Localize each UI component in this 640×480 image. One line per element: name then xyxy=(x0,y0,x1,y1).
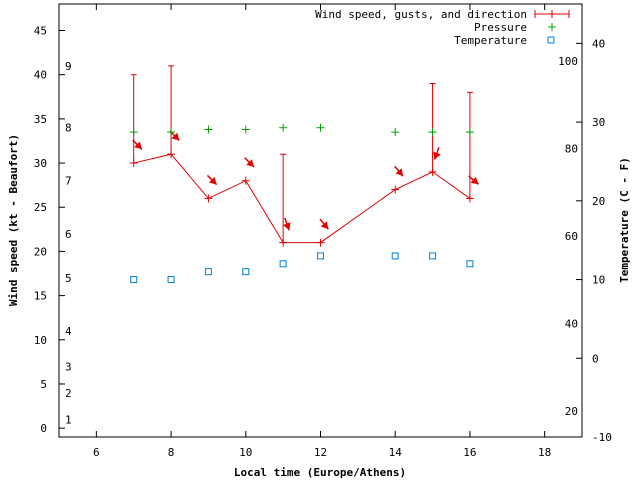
x-axis-label: Local time (Europe/Athens) xyxy=(234,466,406,479)
fahrenheit-tick-label: 100 xyxy=(558,55,578,68)
y-tick-label: 10 xyxy=(34,334,47,347)
wind-direction-arrow-head xyxy=(134,141,142,150)
wind-direction-arrow-head xyxy=(246,159,255,167)
y2-tick-label: 30 xyxy=(592,116,605,129)
y2-tick-label: 20 xyxy=(592,195,605,208)
wind-direction-arrow-head xyxy=(283,222,291,231)
beaufort-tick-label: 1 xyxy=(65,413,72,426)
legend-swatch-wind xyxy=(534,10,570,18)
temperature-point xyxy=(317,252,324,260)
beaufort-tick-label: 5 xyxy=(65,272,72,285)
wind-direction-arrow-head xyxy=(470,176,479,185)
legend: Wind speed, gusts, and direction Pressur… xyxy=(315,8,570,47)
ticks-layer: 6 8 10 12 14 16 18051015202530354045-100102030… xyxy=(34,4,612,459)
wind-direction-arrow-head xyxy=(171,132,180,141)
wind-direction-arrow-head xyxy=(395,168,404,177)
temperature-point xyxy=(391,252,399,260)
beaufort-tick-label: 6 xyxy=(65,228,72,241)
y2-tick-label: 0 xyxy=(592,352,599,365)
y-tick-label: 25 xyxy=(34,201,47,214)
y-tick-label: 35 xyxy=(34,113,47,126)
legend-label-temperature: Temperature xyxy=(454,34,527,47)
x-tick-label: 10 xyxy=(239,446,252,459)
legend-label-wind: Wind speed, gusts, and direction xyxy=(315,8,527,21)
wind-direction-arrow-head xyxy=(320,221,329,230)
beaufort-tick-label: 8 xyxy=(65,122,72,135)
temperature-point xyxy=(167,276,175,284)
wind-direction-arrow-head xyxy=(433,151,441,160)
wind-direction-arrow-head xyxy=(208,176,217,185)
x-tick-label: 12 xyxy=(314,446,327,459)
legend-swatch-pressure xyxy=(548,23,556,31)
y-tick-label: 0 xyxy=(40,422,47,435)
y-tick-label: 5 xyxy=(40,378,47,391)
legend-label-pressure: Pressure xyxy=(474,21,527,34)
y-tick-label: 30 xyxy=(34,157,47,170)
temperature-point xyxy=(466,260,474,268)
y-tick-label: 20 xyxy=(34,245,47,258)
x-tick-label: 16 xyxy=(463,446,476,459)
beaufort-tick-label: 3 xyxy=(65,360,72,373)
y-tick-label: 15 xyxy=(34,290,47,303)
wind-speed-line xyxy=(133,153,471,244)
fahrenheit-tick-label: 80 xyxy=(565,142,578,155)
data-layer xyxy=(129,65,480,284)
y-axis-label: Wind speed (kt - Beaufort) xyxy=(7,134,20,306)
temperature-point xyxy=(204,268,212,276)
y-tick-label: 45 xyxy=(34,25,47,38)
x-tick-label: 18 xyxy=(538,446,551,459)
y2-tick-label: 10 xyxy=(592,274,605,287)
y2-tick-label: 40 xyxy=(592,37,605,50)
temperature-point xyxy=(279,260,287,268)
y2-axis-label: Temperature (C - F) xyxy=(618,157,631,283)
y2-tick-label: -10 xyxy=(592,431,612,444)
temperature-point xyxy=(242,268,250,276)
fahrenheit-tick-label: 40 xyxy=(565,317,578,330)
x-tick-label: 8 xyxy=(168,446,175,459)
beaufort-tick-label: 4 xyxy=(65,325,72,338)
fahrenheit-tick-label: 20 xyxy=(565,405,578,418)
legend-swatch-temperature xyxy=(547,36,555,44)
x-tick-label: 6 xyxy=(93,446,100,459)
beaufort-tick-label: 2 xyxy=(65,387,72,400)
y-tick-label: 40 xyxy=(34,69,47,82)
fahrenheit-tick-label: 60 xyxy=(565,230,578,243)
temperature-point xyxy=(130,276,138,284)
beaufort-tick-label: 7 xyxy=(65,175,72,188)
x-tick-label: 14 xyxy=(389,446,403,459)
temperature-point xyxy=(429,252,437,260)
beaufort-tick-label: 9 xyxy=(65,60,72,73)
